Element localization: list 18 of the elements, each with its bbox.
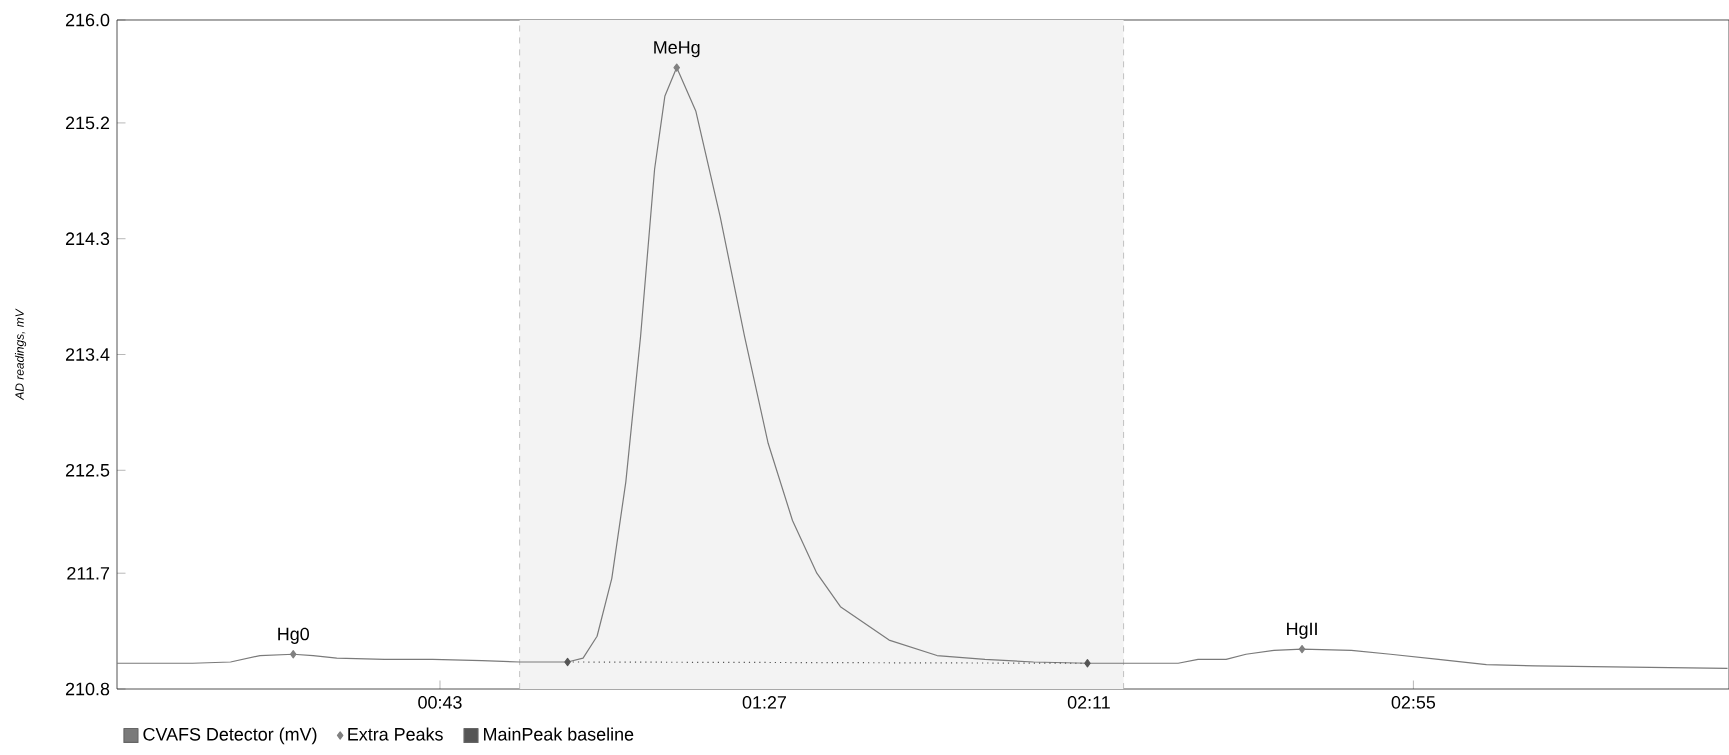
y-tick-label: 213.4 <box>65 348 110 361</box>
legend-label: MainPeak baseline <box>484 727 634 741</box>
legend-label: Extra Peaks <box>348 727 443 741</box>
annotation: HgII <box>1287 622 1317 639</box>
y-axis-title: AD readings, mV <box>14 308 27 401</box>
y-tick-label: 210.8 <box>65 682 110 696</box>
legend-label: CVAFS Detector (mV) <box>143 727 317 745</box>
annotation: Hg0 <box>278 627 309 644</box>
x-tick-label: 02:55 <box>1391 696 1436 709</box>
y-tick-label: 214.3 <box>65 232 110 246</box>
y-tick-label: 216.0 <box>65 13 110 27</box>
x-tick-label: 00:43 <box>418 696 462 709</box>
y-tick-label: 212.5 <box>65 463 110 477</box>
annotation: MeHg <box>654 41 700 58</box>
x-tick-label: 02:11 <box>1067 696 1110 709</box>
x-tick-label: 01:27 <box>742 696 786 709</box>
y-tick-label: 215.2 <box>65 116 110 130</box>
y-tick-label: 211.7 <box>67 566 110 580</box>
